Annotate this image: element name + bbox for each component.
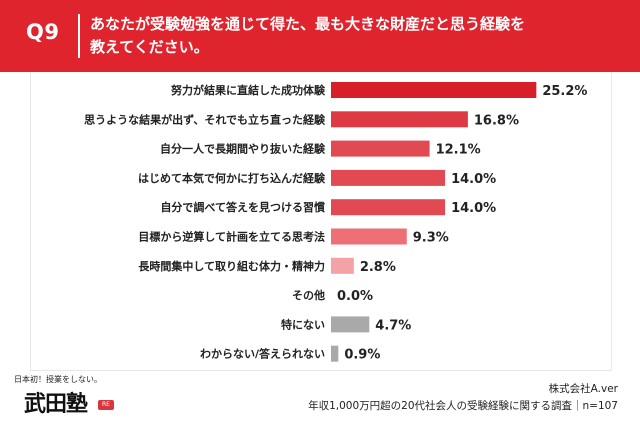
category-label: 努力が結果に直結した成功体験 [171,83,326,97]
logo-badge: RE [98,400,114,410]
value-label: 9.3% [413,231,449,246]
bar [331,345,339,362]
category-label: 特にない [281,317,325,331]
brand-logo: 日本初！授業をしない。 武田塾 RE [14,374,124,422]
bar [331,140,430,157]
value-label: 25.2% [542,84,587,99]
question-text-line-1: あなたが受験勉強を通じて得た、最も大きな財産だと思う経験を [90,15,526,33]
category-label: 長時間集中して取り組む体力・精神力 [138,259,325,273]
bar [331,111,468,128]
category-label: 自分で調べて答えを見つける習慣 [160,200,325,214]
value-label: 14.0% [451,201,496,216]
bar [331,257,354,274]
value-label: 14.0% [451,172,496,187]
bar [331,82,537,98]
bar [331,228,407,245]
question-number: Q9 [26,20,60,44]
category-label: 思うような結果が出ず、それでも立ち直った経験 [84,112,326,126]
bar-chart: 努力が結果に直結した成功体験 25.2% 思うような結果が出ず、それでも立ち直った経… [84,82,587,363]
category-label: その他 [292,288,325,302]
question-header: Q9 あなたが受験勉強を通じて得た、最も大きな財産だと思う経験を 教えてください… [0,0,640,72]
category-label: 目標から逆算して計画を立てる思考法 [138,230,325,244]
category-label: 自分一人で長期間やり抜いた経験 [160,142,326,156]
value-label: 0.0% [337,289,373,304]
value-label: 4.7% [375,318,411,333]
question-text: あなたが受験勉強を通じて得た、最も大きな財産だと思う経験を 教えてください。 [90,13,610,59]
header-divider [78,14,80,58]
category-label: はじめて本気で何かに打ち込んだ経験 [138,171,326,185]
logo-tagline: 日本初！授業をしない。 [14,375,102,384]
survey-caption: 年収1,000万円超の20代社会人の受験経験に関する調査｜n=107 [308,400,618,412]
bar [331,169,446,186]
source-footer: 株式会社A.ver 年収1,000万円超の20代社会人の受験経験に関する調査｜n… [308,381,618,415]
value-label: 0.9% [344,348,380,363]
bar [331,316,370,333]
company-name: 株式会社A.ver [548,383,618,395]
category-label: わからない/答えられない [200,347,325,361]
question-text-line-2: 教えてください。 [90,38,209,56]
value-label: 12.1% [436,143,481,158]
bar [331,199,446,216]
value-label: 16.8% [474,113,519,128]
logo-mark: 武田塾 [24,391,88,417]
chart-panel: 努力が結果に直結した成功体験 25.2% 思うような結果が出ず、それでも立ち直った経… [30,72,612,371]
value-label: 2.8% [360,260,396,275]
